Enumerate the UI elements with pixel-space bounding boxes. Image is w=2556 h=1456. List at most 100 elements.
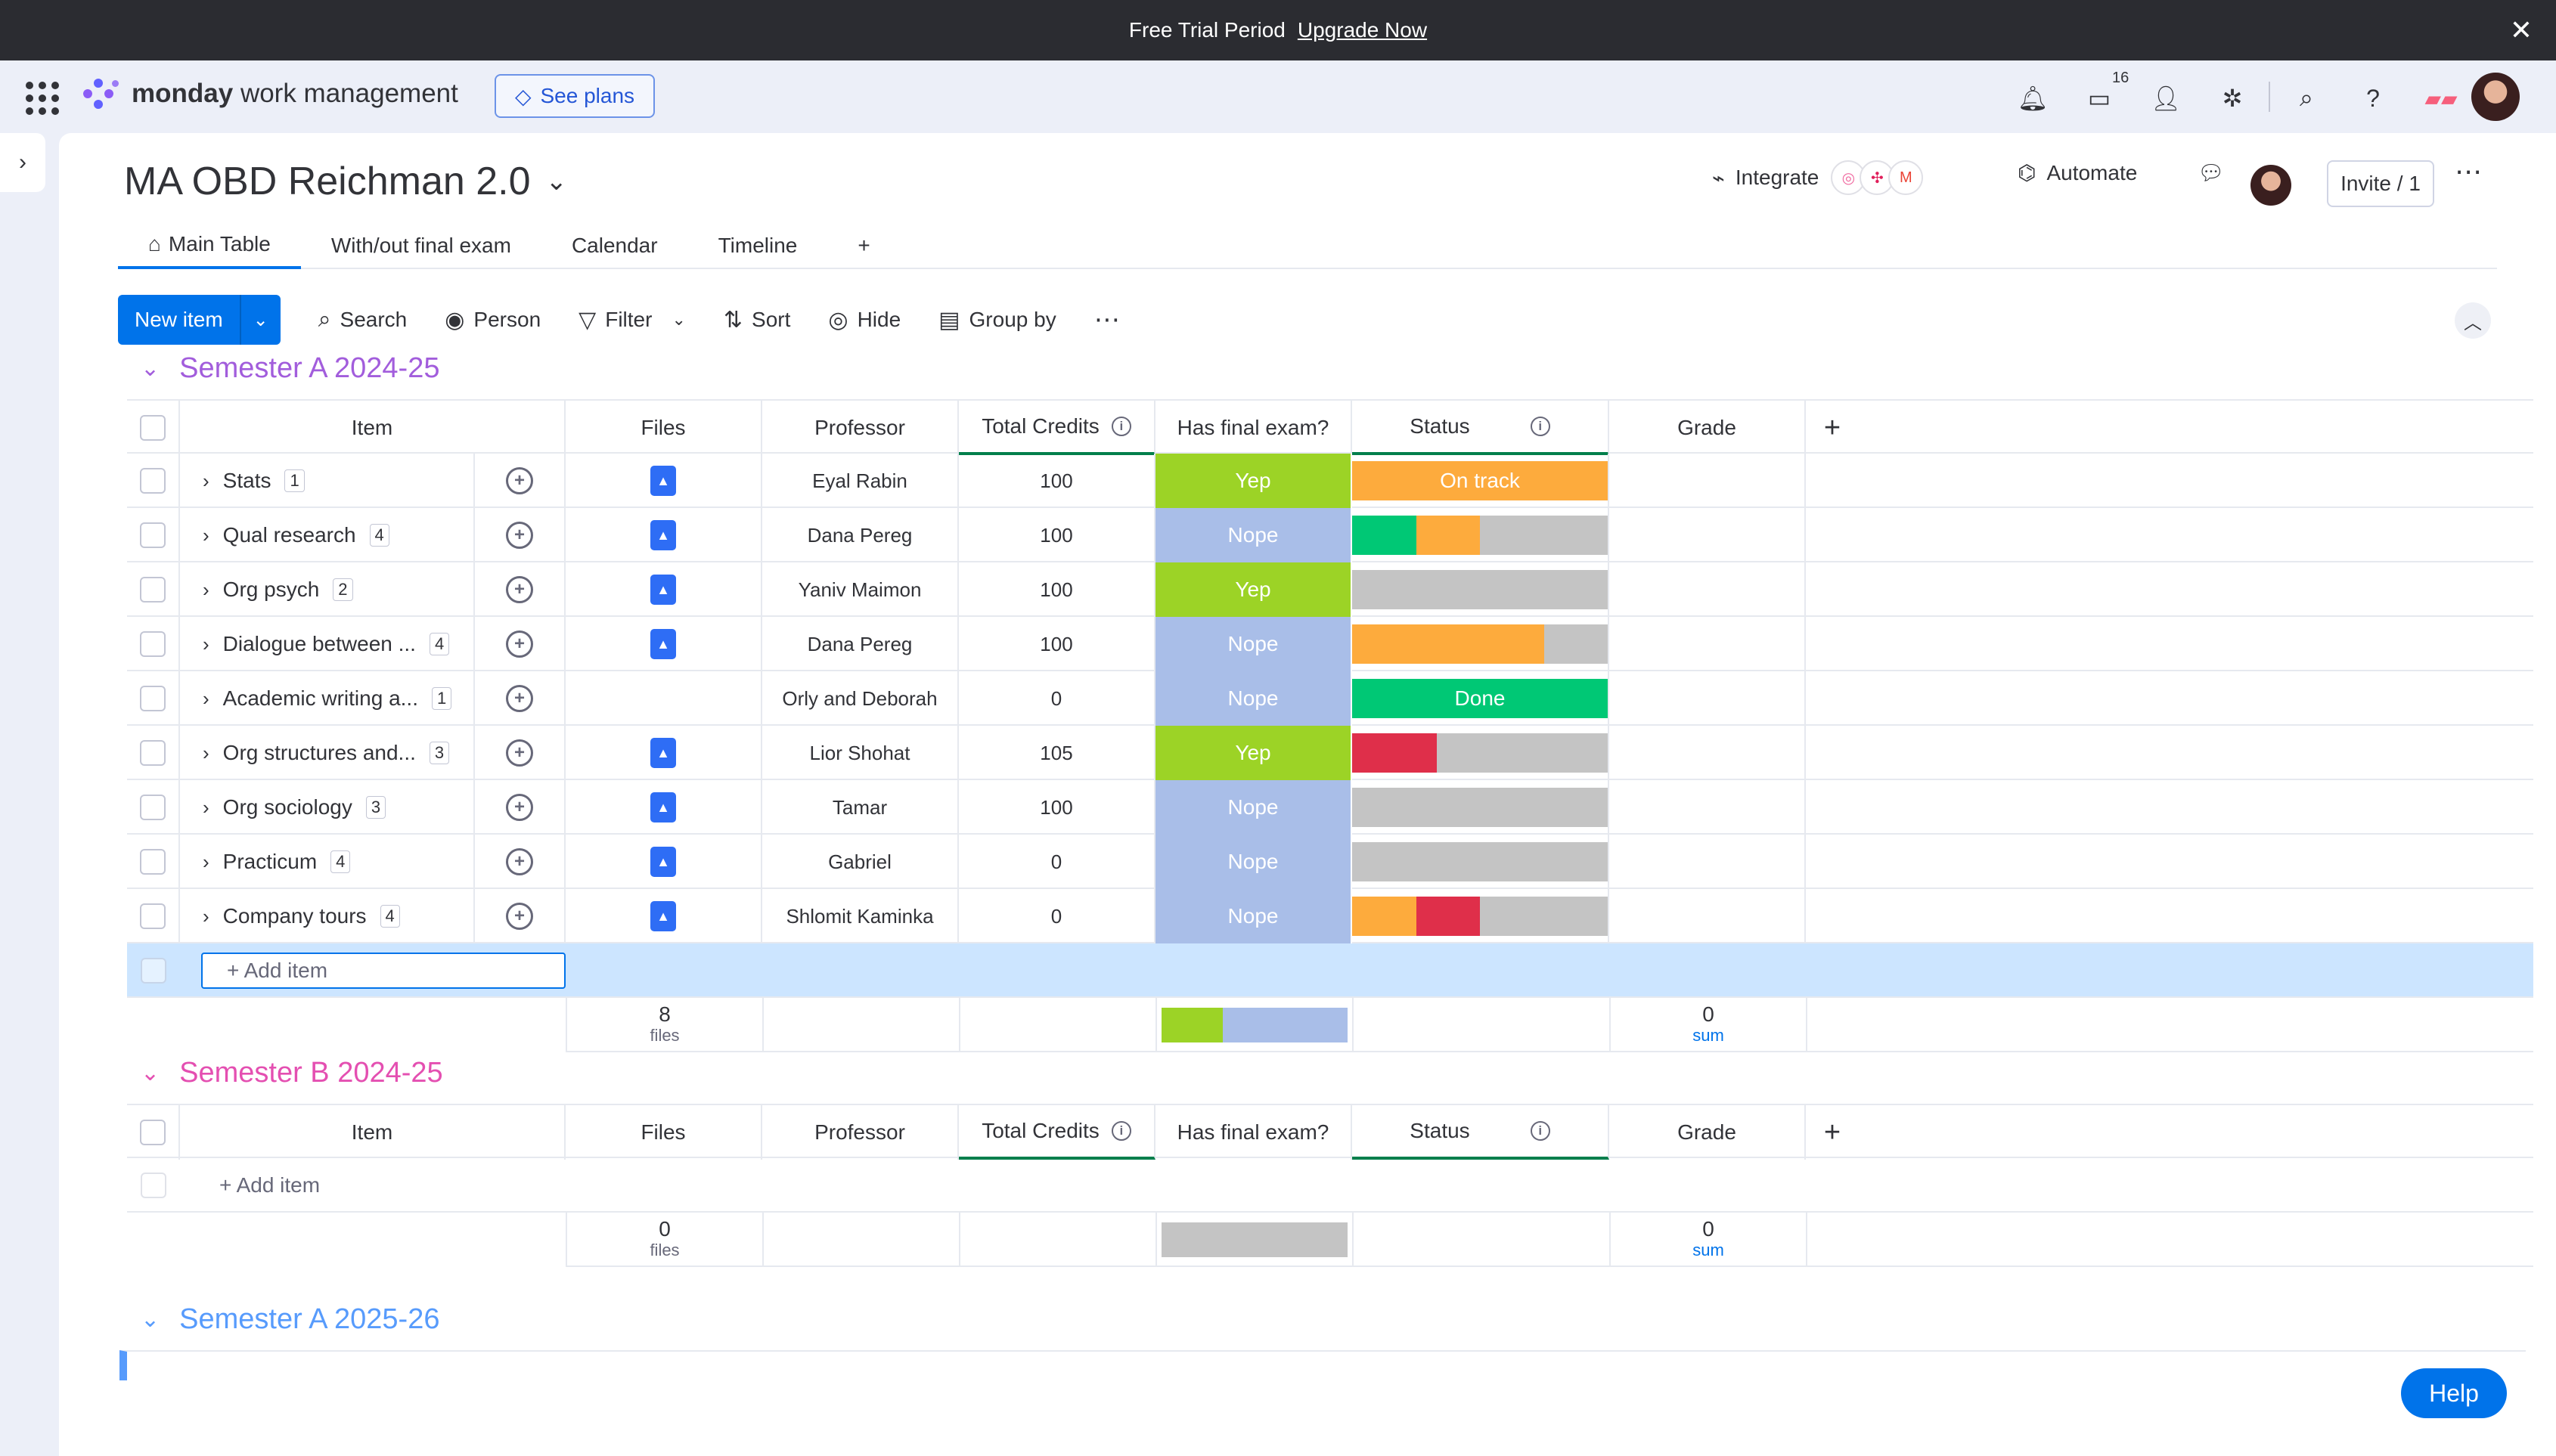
automate-button[interactable]: ⌬ Automate [2018,160,2138,185]
add-item-input[interactable]: + Add item [201,953,566,989]
files-cell[interactable]: ▲ [566,508,762,562]
row-checkbox-cell[interactable] [127,671,180,726]
group-title[interactable]: ⌄ Semester A 2024-25 [141,352,439,385]
sidebar-expand-chevron-icon[interactable]: › [0,133,45,192]
select-all-checkbox[interactable] [127,401,180,455]
files-cell[interactable]: ▲ [566,562,762,617]
column-header-grade[interactable]: Grade [1609,1105,1806,1160]
add-update-icon[interactable]: + [506,685,533,712]
item-name-cell[interactable]: › Org psych 2 [180,562,475,617]
column-header-has-final-exam[interactable]: Has final exam? [1155,401,1352,455]
status-cell[interactable]: On track [1352,454,1609,508]
column-header-professor[interactable]: Professor [762,1105,959,1160]
google-drive-file-icon[interactable]: ▲ [650,738,676,768]
search-button[interactable]: ⌕ Search [318,307,408,332]
exam-distribution-bar[interactable] [1162,1222,1348,1257]
column-header-status[interactable]: Status i [1352,1105,1609,1160]
total-credits-cell[interactable]: 100 [959,780,1155,835]
table-row[interactable]: › Org structures and... 3 + ▲ Lior Shohat 105 Y… [127,726,2533,780]
table-row[interactable]: › Org sociology 3 + ▲ Tamar 100 Nope [127,780,2533,835]
grade-cell[interactable] [1609,835,1806,889]
professor-cell[interactable]: Lior Shohat [762,726,959,780]
invite-members-icon[interactable]: 👤︎ [2150,85,2182,112]
checkbox[interactable] [140,686,166,711]
tab-main-table[interactable]: ⌂ Main Table [118,222,301,269]
grade-cell[interactable] [1609,454,1806,508]
expand-subitems-chevron-icon[interactable]: › [203,686,209,710]
start-conversation-cell[interactable]: + [475,726,566,780]
has-final-exam-cell[interactable]: Nope [1155,835,1352,889]
row-checkbox-cell[interactable] [127,508,180,562]
professor-cell[interactable]: Dana Pereg [762,508,959,562]
item-name-cell[interactable]: › Qual research 4 [180,508,475,562]
item-name-cell[interactable]: › Org structures and... 3 [180,726,475,780]
grade-cell[interactable] [1609,617,1806,671]
start-conversation-cell[interactable]: + [475,889,566,943]
row-checkbox-cell[interactable] [127,726,180,780]
status-cell[interactable] [1352,508,1609,562]
status-cell[interactable] [1352,835,1609,889]
close-icon[interactable]: ✕ [2509,14,2533,45]
professor-cell[interactable]: Dana Pereg [762,617,959,671]
add-update-icon[interactable]: + [506,903,533,930]
total-credits-cell[interactable]: 100 [959,562,1155,617]
professor-cell[interactable]: Yaniv Maimon [762,562,959,617]
row-checkbox-cell[interactable] [127,835,180,889]
google-drive-file-icon[interactable]: ▲ [650,901,676,931]
more-options-icon[interactable]: ⋯ [2455,156,2482,187]
has-final-exam-cell[interactable]: Yep [1155,562,1352,617]
has-final-exam-cell[interactable]: Nope [1155,508,1352,562]
checkbox[interactable] [140,415,166,441]
total-credits-cell[interactable]: 0 [959,835,1155,889]
column-header-total-credits[interactable]: Total Credits i [959,1105,1155,1160]
grade-cell[interactable] [1609,508,1806,562]
checkbox[interactable] [140,1120,166,1145]
grade-cell[interactable] [1609,780,1806,835]
chevron-down-icon[interactable]: ⌄ [545,167,568,196]
google-drive-file-icon[interactable]: ▲ [650,520,676,550]
monday-logo[interactable]: monday work management [83,77,458,110]
sort-button[interactable]: ⇅ Sort [723,307,791,333]
add-update-icon[interactable]: + [506,467,533,494]
monday-product-switcher-icon[interactable]: ▰▰ [2424,86,2458,110]
add-update-icon[interactable]: + [506,794,533,821]
google-drive-file-icon[interactable]: ▲ [650,466,676,496]
add-item-row[interactable]: + Add item [127,943,2533,998]
info-icon[interactable]: i [1530,1121,1550,1141]
inbox-icon[interactable]: ▭ [2087,85,2111,112]
add-item-button[interactable]: + Add item [219,1158,320,1213]
add-update-icon[interactable]: + [506,739,533,767]
expand-subitems-chevron-icon[interactable]: › [203,904,209,928]
help-icon[interactable]: ? [2366,84,2380,112]
row-checkbox-cell[interactable] [127,562,180,617]
column-header-professor[interactable]: Professor [762,401,959,455]
column-header-grade[interactable]: Grade [1609,401,1806,455]
table-row[interactable]: › Practicum 4 + ▲ Gabriel 0 Nope [127,835,2533,889]
board-title[interactable]: MA OBD Reichman 2.0 ⌄ [124,160,568,203]
column-header-status[interactable]: Status i [1352,401,1609,455]
status-progress-bar[interactable]: On track [1352,461,1608,500]
start-conversation-cell[interactable]: + [475,617,566,671]
status-cell[interactable] [1352,726,1609,780]
files-cell[interactable]: ▲ [566,780,762,835]
professor-cell[interactable]: Gabriel [762,835,959,889]
group-by-button[interactable]: ▤ Group by [938,307,1056,333]
info-icon[interactable]: i [1111,417,1131,436]
status-progress-bar[interactable] [1352,842,1608,881]
search-icon[interactable]: ⌕ [2300,84,2313,111]
board-owner-avatar[interactable] [2250,165,2291,206]
has-final-exam-cell[interactable]: Yep [1155,726,1352,780]
status-cell[interactable] [1352,617,1609,671]
column-header-has-final-exam[interactable]: Has final exam? [1155,1105,1352,1160]
integrate-button[interactable]: ⌁ Integrate ◎ ✣ M [1712,160,1924,195]
table-row[interactable]: › Academic writing a... 1 + Orly and Deborah… [127,671,2533,726]
hide-button[interactable]: ◎ Hide [828,307,901,333]
column-header-item[interactable]: Item [180,1105,566,1160]
add-view-button[interactable]: + [858,234,870,257]
professor-cell[interactable]: Shlomit Kaminka [762,889,959,943]
select-all-checkbox[interactable] [127,1105,180,1160]
apps-puzzle-icon[interactable]: ✲ [2222,85,2243,112]
add-update-icon[interactable]: + [506,576,533,603]
status-cell[interactable] [1352,889,1609,943]
chevron-down-icon[interactable]: ⌄ [672,310,686,329]
